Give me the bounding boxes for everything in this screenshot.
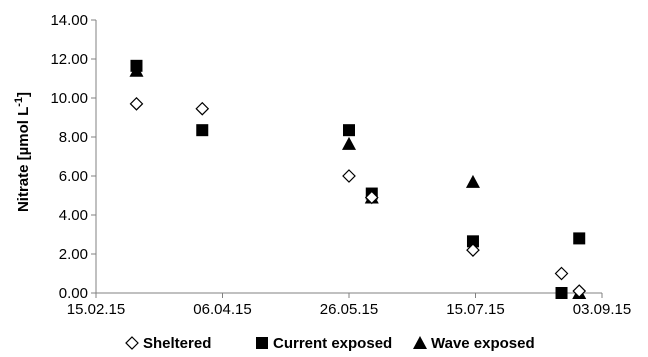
y-tick-label: 2.00 — [59, 246, 88, 263]
x-tick-label: 15.02.15 — [67, 301, 125, 318]
sheltered-point — [572, 284, 587, 298]
legend: Sheltered Current exposed Wave exposed — [125, 335, 535, 352]
wave-exposed-point — [342, 136, 356, 150]
wave-exposed-point — [129, 63, 144, 77]
legend-sheltered-marker — [125, 336, 139, 350]
legend-current-exposed-marker — [256, 337, 268, 349]
legend-wave-exposed-marker — [413, 336, 427, 349]
current-exposed-point — [555, 287, 568, 299]
sheltered-point — [364, 190, 379, 205]
legend-sheltered-label: Sheltered — [143, 335, 211, 352]
x-tick-label: 03.09.15 — [573, 301, 631, 318]
x-axis: 15.02.15 06.04.15 26.05.15 15.07.15 03.09.15 — [67, 292, 631, 318]
y-tick-label: 12.00 — [50, 51, 88, 68]
y-tick-label: 10.00 — [50, 90, 88, 107]
y-tick-label: 14.00 — [50, 12, 88, 29]
current-exposed-point — [573, 232, 586, 245]
current-exposed-point — [343, 124, 355, 137]
y-tick-label: 6.00 — [59, 168, 88, 185]
sheltered-point — [342, 169, 356, 183]
x-tick-label: 15.07.15 — [446, 301, 504, 318]
y-axis-label: Nitrate [µmol L-1] — [13, 92, 32, 212]
x-tick-label: 06.04.15 — [193, 301, 251, 318]
sheltered-point — [466, 243, 480, 257]
x-tick-label: 26.05.15 — [320, 301, 378, 318]
sheltered-point — [129, 97, 144, 111]
wave-exposed-point — [465, 174, 480, 188]
current-exposed-point — [196, 124, 209, 137]
y-tick-label: 8.00 — [59, 129, 88, 146]
legend-current-exposed-label: Current exposed — [273, 335, 392, 352]
data-points — [129, 59, 587, 299]
current-exposed-point — [466, 235, 479, 248]
sheltered-point — [195, 101, 210, 116]
y-tick-label: 4.00 — [59, 207, 88, 224]
legend-wave-exposed-label: Wave exposed — [431, 335, 535, 352]
y-axis: 0.00 2.00 4.00 6.00 8.00 10.00 12.00 14.00 — [50, 12, 97, 302]
sheltered-point — [554, 266, 569, 281]
y-tick-label: 0.00 — [59, 285, 88, 302]
